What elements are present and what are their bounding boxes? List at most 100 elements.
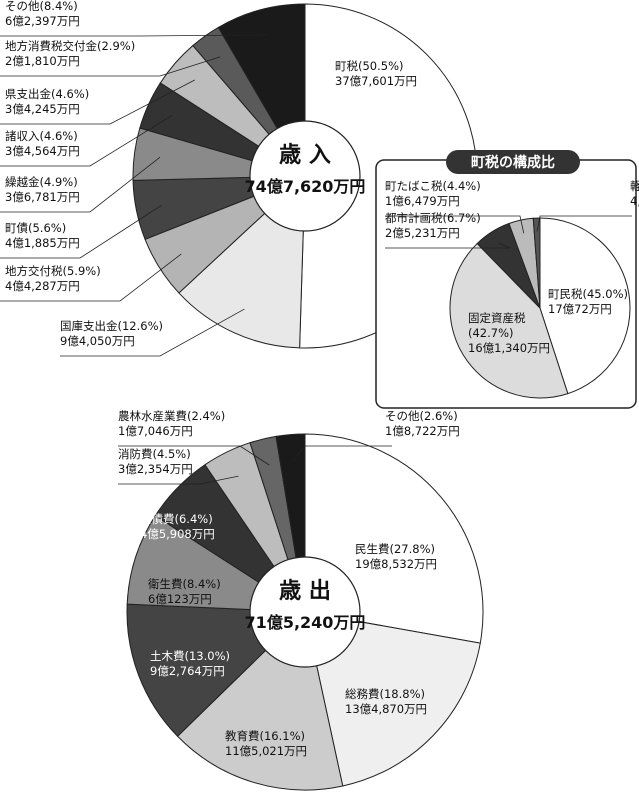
slice-label: 教育費(16.1%) 11億5,021万円	[225, 729, 307, 758]
leader-line	[385, 242, 511, 249]
value-label: (2.6%)	[420, 409, 458, 423]
amount-label: 3億4,564万円	[5, 144, 80, 158]
slice-label: 町税(50.5%) 37億7,601万円	[335, 59, 417, 88]
category-name: 民生費	[355, 542, 390, 556]
category-name: 町税	[335, 59, 358, 73]
amount-label: 13億4,870万円	[345, 702, 427, 716]
amount-label: 4,479万円	[630, 194, 639, 208]
slice-label: 総務費(18.8%) 13億4,870万円	[345, 687, 427, 716]
amount-label: 17億72万円	[548, 302, 612, 316]
slice-label: その他(8.4%) 6億2,397万円	[5, 0, 80, 28]
category-name: 固定資産税	[468, 311, 526, 325]
value-label: (4.6%)	[51, 87, 89, 101]
category-name: 諸収入	[5, 129, 40, 143]
category-name: 町たばこ税	[385, 179, 443, 193]
value-label: (5.6%)	[28, 221, 66, 235]
leader-line	[536, 215, 632, 232]
category-name: 農林水産業費	[118, 409, 187, 423]
category-name: 土木費	[150, 649, 185, 663]
value-label: (4.9%)	[40, 175, 78, 189]
amount-label: 1億7,046万円	[118, 424, 193, 438]
value-label: (5.9%)	[63, 264, 101, 278]
center-amount: 74億7,620万円	[245, 177, 366, 196]
center-amount: 71億5,240万円	[245, 613, 366, 632]
category-name: その他	[385, 409, 420, 423]
category-name: 県支出金	[5, 87, 51, 101]
value-label: (45.0%)	[583, 287, 629, 301]
amount-label: 2億1,810万円	[5, 54, 80, 68]
slice-label: その他(2.6%) 1億8,722万円	[385, 409, 460, 438]
slice-label: 繰越金(4.9%) 3億6,781万円	[5, 175, 80, 204]
donut-hole	[249, 556, 361, 668]
value-label: (16.1%)	[260, 729, 306, 743]
inset-title: 町税の構成比	[471, 154, 555, 171]
amount-label: 37億7,601万円	[335, 74, 417, 88]
pie-slice	[449, 242, 569, 399]
value-label: (12.6%)	[118, 319, 164, 333]
value-label: (2.9%)	[97, 39, 135, 53]
value-label: (6.7%)	[443, 211, 481, 225]
slice-label: 農林水産業費(2.4%) 1億7,046万円	[118, 409, 225, 438]
category-name: 総務費	[345, 687, 380, 701]
slice-label: 地方交付税(5.9%) 4億4,287万円	[5, 264, 101, 293]
category-name: 町民税	[548, 287, 583, 301]
amount-label: 1億6,479万円	[385, 194, 460, 208]
value-label: (4.6%)	[40, 129, 78, 143]
amount-label: 6億123万円	[148, 592, 212, 606]
slice-label: 消防費(4.5%) 3億2,354万円	[118, 447, 193, 476]
value-label: (8.4%)	[40, 0, 78, 13]
category-name: 軽自動車税	[630, 179, 639, 193]
leader-line	[0, 253, 182, 302]
value-label: (18.8%)	[380, 687, 426, 701]
value-label: (13.0%)	[185, 649, 231, 663]
category-name: 衛生費	[148, 577, 183, 591]
leader-line	[0, 79, 195, 125]
category-name: 地方消費税交付金	[5, 39, 97, 53]
slice-label: 県支出金(4.6%) 3億4,245万円	[5, 87, 89, 116]
amount-label: 1億8,722万円	[385, 424, 460, 438]
amount-label: 9億2,764万円	[150, 664, 225, 678]
category-name: 繰越金	[5, 175, 40, 189]
slice-label: 軽自動車税(1.2%)4,479万円	[630, 179, 639, 208]
amount-label: 9億4,050万円	[60, 334, 135, 348]
slice-label: 土木費(13.0%) 9億2,764万円	[150, 649, 230, 678]
expenditure-pie: 歳 出 71億5,240万円 民生費(27.8%) 19億8,532万円総務費(18.…	[118, 409, 484, 791]
category-name: 都市計画税	[385, 211, 443, 225]
value-label: (42.7%)	[468, 326, 514, 340]
leader-line	[0, 204, 162, 259]
inset-title-tag	[446, 150, 580, 174]
slice-label: 衛生費(8.4%) 6億123万円	[148, 577, 221, 606]
leader-line	[118, 445, 270, 466]
pie-slice	[539, 217, 631, 395]
amount-label: 4億1,885万円	[5, 236, 80, 250]
value-label: (4.5%)	[153, 447, 191, 461]
leader-line	[292, 445, 392, 462]
leader-line	[0, 56, 221, 77]
amount-label: 3億2,354万円	[118, 462, 193, 476]
slice-label: 町たばこ税(4.4%) 1億6,479万円	[385, 179, 481, 208]
category-name: 町債	[5, 221, 28, 235]
revenue-pie: 歳 入 74億7,620万円 町税(50.5%) 37億7,601万円国庫支出金(12…	[0, 0, 478, 357]
leader-line	[118, 475, 239, 485]
slice-label: 都市計画税(6.7%) 2億5,231万円	[385, 211, 481, 240]
slice-label: 国庫支出金(12.6%) 9億4,050万円	[60, 319, 163, 348]
center-title: 歳 出	[279, 579, 331, 604]
leader-line	[0, 115, 173, 167]
category-name: 公債費	[140, 512, 175, 526]
center-title: 歳 入	[279, 143, 331, 168]
donut-hole	[249, 120, 361, 232]
slice-label: 民生費(27.8%) 19億8,532万円	[355, 542, 437, 571]
leader-line	[0, 34, 267, 37]
value-label: (27.8%)	[390, 542, 436, 556]
leader-line	[385, 215, 525, 234]
pie-slice	[304, 611, 481, 787]
slice-label: 地方消費税交付金(2.9%) 2億1,810万円	[5, 39, 135, 68]
value-label: (4.4%)	[443, 179, 481, 193]
slice-label: 町民税(45.0%) 17億72万円	[548, 287, 628, 316]
amount-label: 16億1,340万円	[468, 341, 550, 355]
value-label: (8.4%)	[183, 577, 221, 591]
slice-label: 町債(5.6%) 4億1,885万円	[5, 221, 80, 250]
amount-label: 3億4,245万円	[5, 102, 80, 116]
